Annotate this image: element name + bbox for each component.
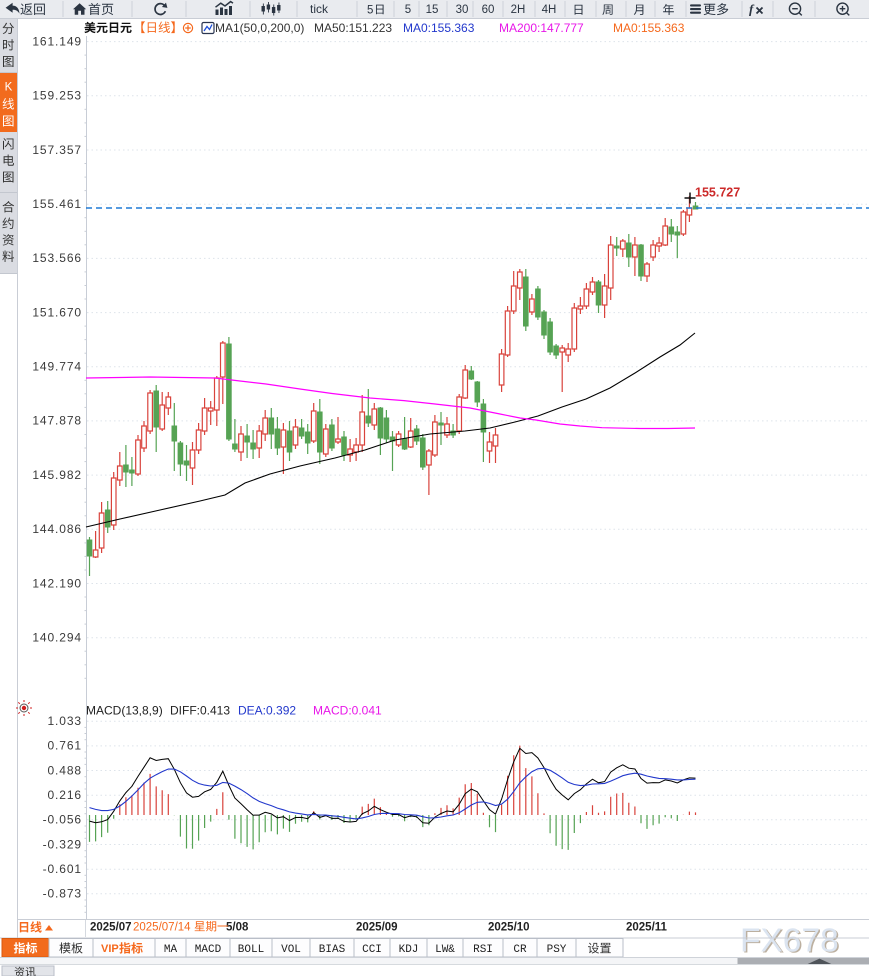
svg-text:0.216: 0.216 <box>47 788 82 802</box>
svg-text:CR: CR <box>513 944 527 956</box>
svg-text:0.761: 0.761 <box>47 739 82 753</box>
svg-text:60: 60 <box>482 4 495 16</box>
svg-text:PSY: PSY <box>547 944 567 956</box>
svg-text:149.774: 149.774 <box>32 360 82 374</box>
svg-text:MA: MA <box>164 944 178 956</box>
svg-text:BIAS: BIAS <box>319 944 346 956</box>
svg-text:2025/11: 2025/11 <box>626 922 668 934</box>
svg-text:5: 5 <box>367 5 373 17</box>
svg-text:DIFF:0.413: DIFF:0.413 <box>170 704 230 718</box>
svg-text:MA1(50,0,200,0): MA1(50,0,200,0) <box>215 21 304 35</box>
svg-text:-0.601: -0.601 <box>43 862 82 876</box>
svg-text:15: 15 <box>426 4 439 16</box>
svg-text:KDJ: KDJ <box>399 944 419 956</box>
svg-text:2025/07/14: 2025/07/14 <box>133 922 191 934</box>
svg-text:MACD: MACD <box>195 944 222 956</box>
svg-text:155.727: 155.727 <box>695 186 740 200</box>
svg-text:151.670: 151.670 <box>32 305 82 319</box>
svg-text:5/08: 5/08 <box>226 922 249 934</box>
svg-text:RSI: RSI <box>473 944 493 956</box>
svg-text:FX678: FX678 <box>740 923 839 960</box>
svg-text:VOL: VOL <box>281 944 301 956</box>
svg-text:4H: 4H <box>542 4 557 16</box>
svg-text:tick: tick <box>310 2 329 16</box>
svg-text:161.149: 161.149 <box>32 34 82 48</box>
svg-text:MA0:155.363: MA0:155.363 <box>403 21 475 35</box>
svg-text:VIP: VIP <box>101 943 119 955</box>
svg-text:145.982: 145.982 <box>32 468 82 482</box>
svg-text:142.190: 142.190 <box>32 576 82 590</box>
svg-text:1.033: 1.033 <box>47 714 82 728</box>
svg-text:2025/07: 2025/07 <box>90 922 132 934</box>
svg-text:-0.329: -0.329 <box>43 837 82 851</box>
svg-text:157.357: 157.357 <box>32 143 82 157</box>
svg-text:MA0:155.363: MA0:155.363 <box>613 21 685 35</box>
svg-text:MA50:151.223: MA50:151.223 <box>314 21 392 35</box>
svg-text:MA200:147.777: MA200:147.777 <box>499 21 584 35</box>
svg-text:147.878: 147.878 <box>32 414 82 428</box>
svg-text:153.566: 153.566 <box>32 251 82 265</box>
svg-text:2025/10: 2025/10 <box>488 922 530 934</box>
svg-text:FX678: FX678 <box>742 924 841 961</box>
svg-text:CCI: CCI <box>362 944 382 956</box>
svg-text:f: f <box>749 2 755 17</box>
svg-text:2025/09: 2025/09 <box>356 922 398 934</box>
svg-text:-0.873: -0.873 <box>43 887 82 901</box>
svg-text:MACD:0.041: MACD:0.041 <box>313 704 382 718</box>
svg-text:K: K <box>5 82 13 94</box>
svg-text:155.461: 155.461 <box>32 197 82 211</box>
svg-text:30: 30 <box>456 4 469 16</box>
svg-text:MACD(13,8,9): MACD(13,8,9) <box>86 704 163 718</box>
svg-text:DEA:0.392: DEA:0.392 <box>238 704 296 718</box>
svg-text:2H: 2H <box>511 4 526 16</box>
svg-text:144.086: 144.086 <box>32 522 82 536</box>
svg-text:140.294: 140.294 <box>32 631 82 645</box>
svg-text:BOLL: BOLL <box>238 944 264 956</box>
svg-text:5: 5 <box>405 4 411 16</box>
svg-text:159.253: 159.253 <box>32 89 82 103</box>
svg-text:-0.056: -0.056 <box>43 813 82 827</box>
svg-text:LW&: LW& <box>435 944 455 956</box>
svg-text:0.488: 0.488 <box>47 763 82 777</box>
